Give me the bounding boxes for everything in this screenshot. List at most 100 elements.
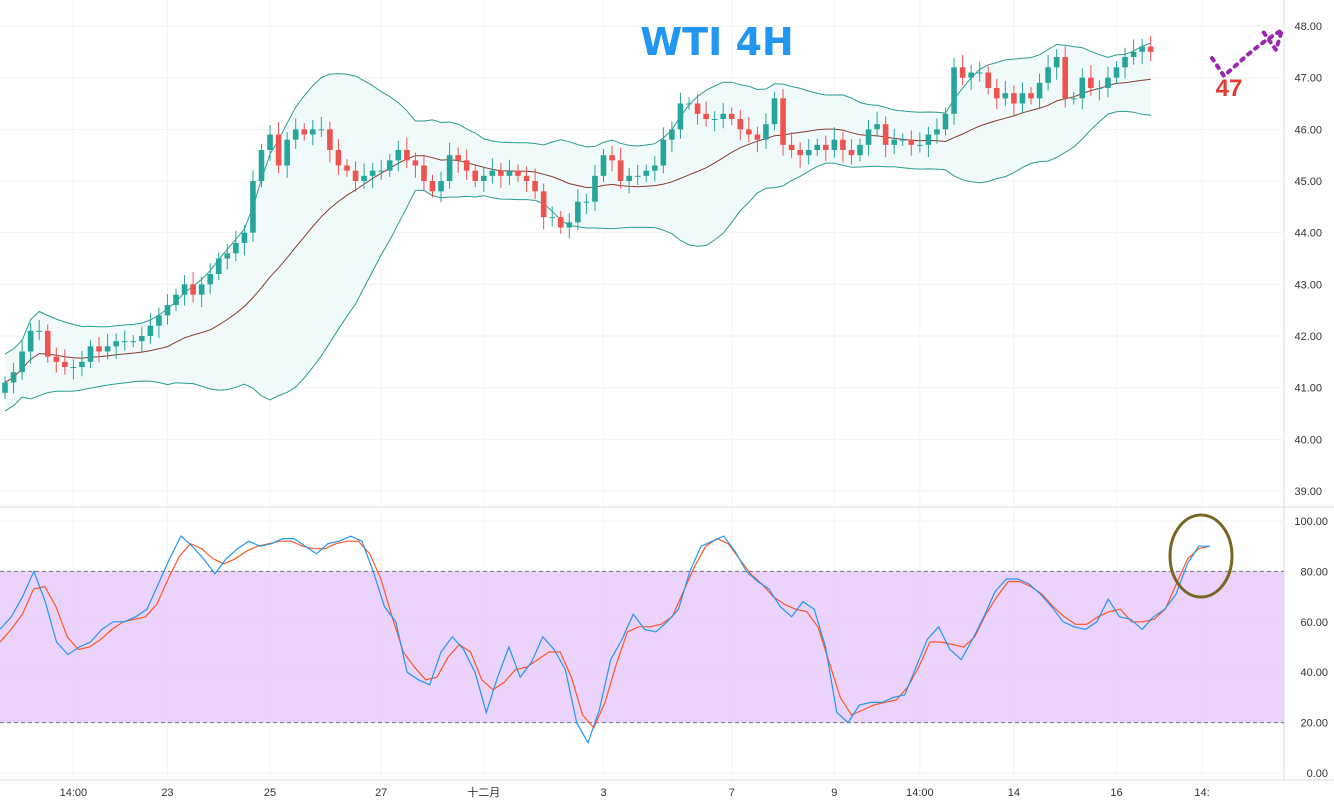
candle-body [814, 144, 821, 150]
price-tick-label: 41.00 [1294, 383, 1322, 395]
candle-body [1130, 51, 1137, 57]
candle-body [463, 160, 470, 171]
candle-body [275, 134, 282, 166]
candle-body [241, 232, 248, 243]
price-tick-label: 47.00 [1294, 73, 1322, 85]
candle-body [1028, 93, 1034, 99]
price-tick-label: 43.00 [1294, 279, 1322, 291]
time-tick-label: 16 [1110, 787, 1122, 799]
candle-body [506, 170, 513, 176]
candle-body [96, 346, 102, 352]
candle-body [728, 113, 735, 119]
candle-body [352, 170, 359, 181]
upper-band [4, 42, 1151, 355]
time-axis[interactable]: 14:00 23 25 27 十二月 3 7 9 14:00 14 16 14: [60, 785, 1210, 799]
middle-band [4, 78, 1151, 383]
candle-body [754, 134, 761, 140]
candle-body [583, 201, 590, 203]
candle-body [1096, 88, 1103, 89]
candle-body [404, 150, 410, 161]
candle-body [1079, 77, 1086, 99]
price-tick-label: 39.00 [1294, 486, 1322, 498]
candle-body [669, 129, 675, 140]
candle-body [532, 181, 538, 192]
candle-body [899, 139, 906, 141]
candle-body [190, 284, 196, 295]
candle-body [968, 72, 974, 78]
candle-body [857, 144, 863, 156]
price-axis[interactable]: 48.00 47.00 46.00 45.00 44.00 43.00 42.00 41.00… [1294, 21, 1328, 780]
candle-body [1105, 77, 1111, 88]
price-tick-label: 48.00 [1294, 21, 1322, 33]
candle-body [831, 139, 838, 150]
candle-body [874, 124, 880, 130]
candle-body [1147, 46, 1154, 52]
candle-body [1011, 93, 1017, 104]
candle-body [600, 155, 607, 176]
stoch-tick-label: 100.00 [1294, 516, 1328, 528]
candle-body [318, 129, 325, 131]
candle-body [489, 170, 496, 176]
time-tick-label: 14 [1008, 787, 1020, 799]
candle-body [327, 129, 333, 150]
candle-body [959, 67, 966, 78]
candle-body [361, 175, 367, 181]
candle-body [823, 144, 829, 150]
time-tick-label: 3 [600, 787, 606, 799]
stoch-tick-label: 20.00 [1300, 718, 1328, 730]
candle-body [1088, 77, 1094, 88]
candle-body [737, 119, 744, 130]
candle-body [181, 284, 188, 295]
candle-body [62, 361, 68, 367]
candle-body [985, 72, 992, 88]
candle-body [421, 165, 427, 181]
candle-body [250, 181, 256, 233]
candle-body [446, 155, 453, 181]
candle-body [1036, 82, 1043, 99]
candle-body [1045, 67, 1051, 83]
candle-body [703, 113, 709, 119]
candle-body [942, 113, 949, 130]
candle-body [301, 129, 308, 135]
candle-body [617, 160, 624, 181]
stoch-tick-label: 80.00 [1300, 566, 1328, 578]
candle-body [609, 155, 615, 161]
candle-body [1070, 98, 1077, 100]
candle-body [720, 113, 726, 119]
forecast-dotted-path [1210, 25, 1286, 80]
candle-body [840, 139, 846, 150]
candle-body [848, 150, 855, 156]
candle-body [634, 175, 641, 177]
price-tick-label: 40.00 [1294, 434, 1322, 446]
time-tick-label: 7 [729, 787, 735, 799]
candle-body [139, 336, 145, 342]
candle-body [575, 201, 581, 223]
stoch-tick-label: 60.00 [1300, 617, 1328, 629]
candle-body [429, 181, 436, 192]
candle-body [694, 103, 701, 114]
candle-body [1122, 57, 1128, 68]
candle-body [557, 217, 564, 228]
candle-body [267, 134, 273, 150]
candle-body [438, 181, 444, 192]
candle-body [677, 103, 684, 130]
candle-body [369, 170, 376, 176]
candle-body [173, 294, 179, 305]
candle-body [207, 274, 213, 285]
candle-body [70, 367, 77, 368]
candle-body [335, 150, 342, 166]
target-annotation: 47 [1216, 75, 1243, 102]
candle-body [113, 341, 119, 347]
candle-body [121, 341, 128, 343]
candle-body [925, 134, 932, 145]
candle-body [378, 170, 384, 172]
candle-body [566, 222, 573, 228]
stoch-d-line [0, 537, 1211, 729]
candle-body [652, 165, 658, 171]
candles [2, 35, 1154, 400]
candle-body [1053, 57, 1060, 68]
candle-body [865, 129, 872, 145]
candle-body [746, 129, 752, 135]
candle-body [284, 139, 290, 166]
